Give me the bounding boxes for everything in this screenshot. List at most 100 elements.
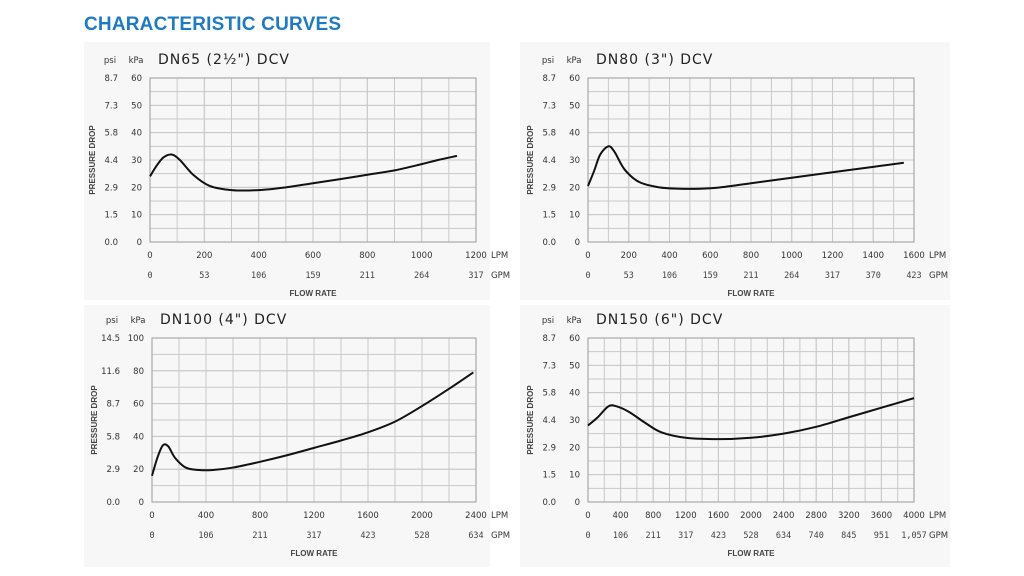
dn65-plot-frame [149, 77, 477, 243]
dn150-x-tick-gpm: 634 [776, 531, 791, 541]
dn65-x-tick-lpm: 1200 [465, 251, 487, 261]
dn150-x-tick-lpm: 400 [612, 511, 628, 521]
dn150-x-tick-lpm: 800 [645, 511, 661, 521]
dn65-x-unit-lpm: LPM [491, 251, 508, 261]
dn150-x-unit-gpm: GPM [929, 531, 948, 541]
dn100-x-tick-lpm: 2400 [465, 511, 487, 521]
dn65-x-tick-lpm: 800 [359, 251, 375, 261]
dn150-y-tick-psi: 4.4 [542, 416, 556, 426]
dn80-y-tick-kpa: 30 [569, 156, 580, 166]
dn80-y-tick-psi: 2.9 [542, 183, 556, 193]
dn80-x-tick-lpm: 1200 [822, 251, 844, 261]
dn100-plot-frame [151, 337, 477, 503]
dn150-x-unit-lpm: LPM [929, 511, 946, 521]
dn65-y-tick-kpa: 30 [131, 156, 142, 166]
dn100-y-tick-psi: 14.5 [101, 334, 120, 344]
dn100-x-unit-gpm: GPM [491, 531, 510, 541]
dn100-x-tick-lpm: 1600 [357, 511, 379, 521]
dn80-x-tick-lpm: 200 [621, 251, 637, 261]
dn65-y-tick-psi: 8.7 [104, 74, 118, 84]
dn150-x-tick-lpm: 2000 [740, 511, 762, 521]
dn150-y-tick-psi: 1.5 [542, 471, 556, 481]
dn80-x-tick-gpm: 211 [743, 271, 758, 281]
dn150-y-tick-psi: 5.8 [542, 389, 556, 399]
dn80-y-tick-psi: 1.5 [542, 211, 556, 221]
dn100-pressure-drop-curve [151, 371, 474, 477]
dn150-y-tick-kpa: 40 [569, 389, 580, 399]
dn65-pressure-drop-curve [149, 153, 458, 192]
dn80-y-tick-kpa: 20 [569, 183, 580, 193]
dn80-y-tick-kpa: 0 [575, 238, 580, 248]
dn80-pressure-drop-curve [587, 145, 904, 190]
dn80-plot-frame [587, 77, 915, 243]
dn150-x-tick-gpm: 211 [646, 531, 661, 541]
dn65-y-tick-kpa: 10 [131, 211, 142, 221]
dn65-x-axis-label: FLOW RATE [290, 289, 338, 298]
dn80-x-axis-label: FLOW RATE [728, 289, 776, 298]
dn100-x-tick-gpm: 211 [252, 531, 267, 541]
dn65-x-tick-lpm: 200 [196, 251, 212, 261]
dn100-x-axis-label: FLOW RATE [291, 549, 339, 558]
dn80-x-tick-gpm: 106 [662, 271, 677, 281]
dn100-y-tick-kpa: 60 [133, 400, 144, 410]
dn150-x-tick-lpm: 3200 [838, 511, 860, 521]
panel-background-dn80 [520, 42, 950, 300]
dn100-y-tick-kpa: 0 [139, 498, 144, 508]
dn80-x-unit-gpm: GPM [929, 271, 948, 281]
dn80-y-axis-label: PRESSURE DROP [526, 125, 535, 195]
dn80-x-tick-gpm: 159 [703, 271, 718, 281]
dn150-y-axis-label: PRESSURE DROP [526, 385, 535, 455]
dn150-y-unit-kpa: kPa [567, 316, 582, 326]
dn150-x-tick-gpm: 317 [678, 531, 693, 541]
dn100-y-tick-psi: 2.9 [106, 465, 120, 475]
dn80-x-tick-lpm: 1400 [862, 251, 884, 261]
dn80-x-tick-gpm: 317 [825, 271, 840, 281]
dn100-x-tick-gpm: 106 [198, 531, 213, 541]
dn65-y-unit-kpa: kPa [129, 56, 144, 66]
dn65-x-tick-lpm: 1000 [411, 251, 433, 261]
dn150-plot-frame [587, 337, 915, 503]
dn65-y-tick-psi: 4.4 [104, 156, 118, 166]
dn100-y-axis-label: PRESSURE DROP [90, 385, 99, 455]
dn150-x-tick-lpm: 1600 [708, 511, 730, 521]
dn80-x-tick-lpm: 600 [702, 251, 718, 261]
dn65-y-tick-psi: 5.8 [104, 129, 118, 139]
dn65-x-tick-gpm: 317 [468, 271, 483, 281]
dn150-y-tick-kpa: 50 [569, 361, 580, 371]
dn65-y-tick-kpa: 0 [137, 238, 142, 248]
dn100-y-tick-psi: 5.8 [106, 432, 120, 442]
dn100-x-tick-lpm: 400 [198, 511, 214, 521]
dn80-x-tick-lpm: 1600 [903, 251, 925, 261]
dn65-y-axis-label: PRESSURE DROP [88, 125, 97, 195]
dn80-y-unit-kpa: kPa [567, 56, 582, 66]
dn150-y-tick-psi: 0.0 [542, 498, 556, 508]
dn65-x-tick-lpm: 400 [251, 251, 267, 261]
dn150-chart-title: DN150 (6") DCV [596, 312, 723, 328]
dn65-x-tick-gpm: 0 [147, 271, 152, 281]
dn80-chart-title: DN80 (3") DCV [596, 52, 713, 68]
dn80-y-tick-psi: 4.4 [542, 156, 556, 166]
dn100-chart-title: DN100 (4") DCV [160, 312, 287, 328]
dn80-y-tick-psi: 7.3 [542, 101, 556, 111]
dn100-x-tick-gpm: 0 [149, 531, 154, 541]
dn80-y-tick-psi: 0.0 [542, 238, 556, 248]
dn100-x-tick-gpm: 634 [468, 531, 483, 541]
dn80-y-tick-kpa: 50 [569, 101, 580, 111]
dn80-y-tick-kpa: 40 [569, 129, 580, 139]
dn150-pressure-drop-curve [587, 397, 915, 441]
dn100-y-tick-psi: 11.6 [101, 367, 120, 377]
dn150-x-tick-gpm: 740 [809, 531, 824, 541]
dn100-x-tick-gpm: 317 [306, 531, 321, 541]
dn150-x-tick-gpm: 528 [743, 531, 758, 541]
dn65-x-tick-gpm: 53 [199, 271, 209, 281]
dn150-y-unit-psi: psi [542, 316, 554, 326]
dn150-y-tick-psi: 8.7 [542, 334, 556, 344]
dn100-y-tick-psi: 8.7 [106, 400, 120, 410]
dn65-x-unit-gpm: GPM [491, 271, 510, 281]
dn65-chart-title: DN65 (2½") DCV [158, 52, 290, 68]
dn150-x-tick-lpm: 2400 [773, 511, 795, 521]
dn100-x-tick-lpm: 2000 [411, 511, 433, 521]
dn80-x-tick-gpm: 423 [906, 271, 921, 281]
dn100-y-unit-psi: psi [106, 316, 118, 326]
